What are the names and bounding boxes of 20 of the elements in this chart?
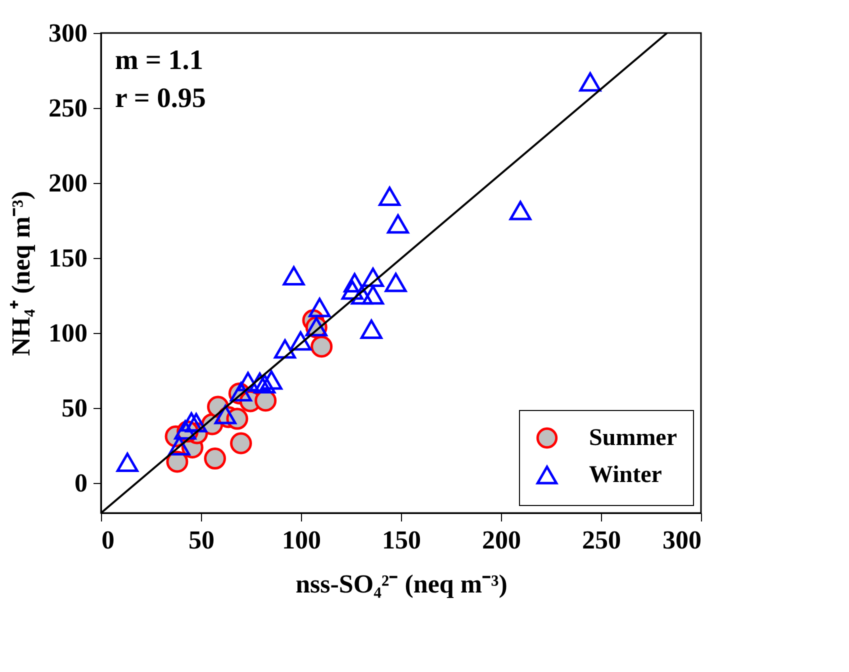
- y-axis-title: NH₄⁺ (neq m⁻³): [6, 190, 36, 356]
- y-tick-label: 250: [48, 94, 88, 122]
- x-tick-label: 250: [582, 526, 621, 554]
- y-tick-label: 50: [62, 394, 88, 422]
- legend-label: Winter: [589, 462, 662, 488]
- legend-label: Summer: [589, 425, 678, 451]
- x-axis-title: nss-SO₄²⁻ (neq m⁻³): [296, 570, 508, 598]
- y-tick-label: 150: [48, 244, 88, 272]
- y-tick-label: 100: [48, 318, 88, 348]
- y-tick-label: 300: [48, 18, 88, 48]
- x-tick-label: 0: [102, 526, 114, 554]
- x-tick-label: 50: [188, 526, 214, 554]
- x-tick-label: 150: [382, 526, 421, 554]
- x-tick-label: 100: [282, 526, 321, 554]
- y-tick-label: 200: [48, 168, 88, 198]
- x-tick-label: 300: [662, 526, 702, 554]
- annotation: r = 0.95: [115, 83, 206, 114]
- annotation: m = 1.1: [115, 45, 204, 76]
- x-tick-label: 200: [482, 526, 521, 554]
- y-tick-label: 0: [74, 468, 88, 498]
